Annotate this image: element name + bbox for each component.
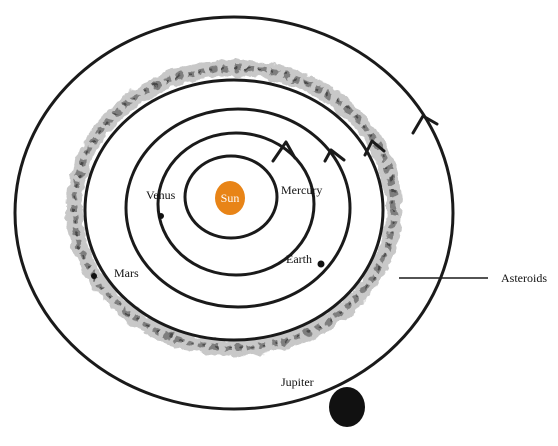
arrow-mars-icon	[363, 139, 386, 157]
orbit-mercury	[183, 154, 279, 240]
earth-planet-icon	[317, 260, 325, 268]
orbit-earth	[124, 107, 352, 309]
orbit-venus	[156, 131, 316, 277]
mercury-label: Mercury	[281, 183, 322, 197]
mars-planet-icon	[91, 273, 97, 279]
arrow-earth-icon	[323, 148, 346, 163]
arrow-jupiter-icon	[411, 114, 439, 135]
sun-icon	[215, 181, 245, 215]
sun-label: Sun	[221, 191, 240, 205]
orbit-mars	[83, 78, 385, 342]
asteroids-label: Asteroids	[501, 271, 547, 285]
earth-label: Earth	[286, 252, 312, 266]
venus-label: Venus	[146, 188, 176, 202]
jupiter-label: Jupiter	[281, 375, 314, 389]
arrow-venus-icon	[271, 140, 297, 163]
orbit-jupiter	[13, 15, 455, 411]
jupiter-planet-icon	[329, 387, 365, 427]
asteroid-belt	[66, 60, 402, 356]
venus-planet-icon	[158, 213, 164, 219]
mars-label: Mars	[114, 266, 139, 280]
